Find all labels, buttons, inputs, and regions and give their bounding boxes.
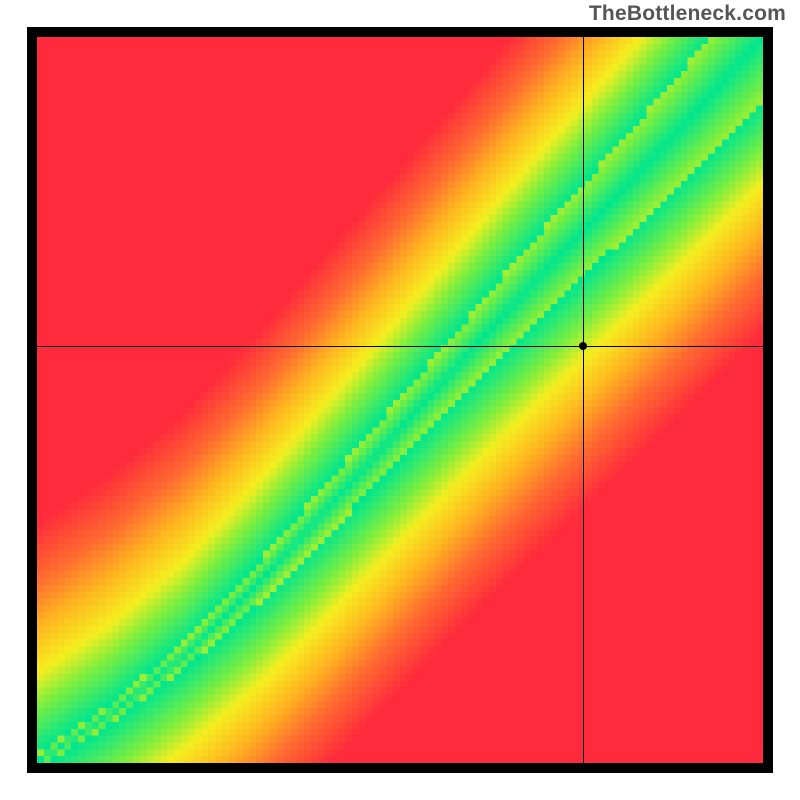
crosshair-vertical: [583, 27, 584, 773]
watermark-text: TheBottleneck.com: [589, 2, 786, 26]
bottleneck-heatmap: [37, 37, 763, 763]
selection-marker: [579, 342, 587, 350]
crosshair-horizontal: [27, 346, 773, 347]
chart-container: TheBottleneck.com: [0, 0, 800, 800]
plot-frame: [27, 27, 773, 773]
